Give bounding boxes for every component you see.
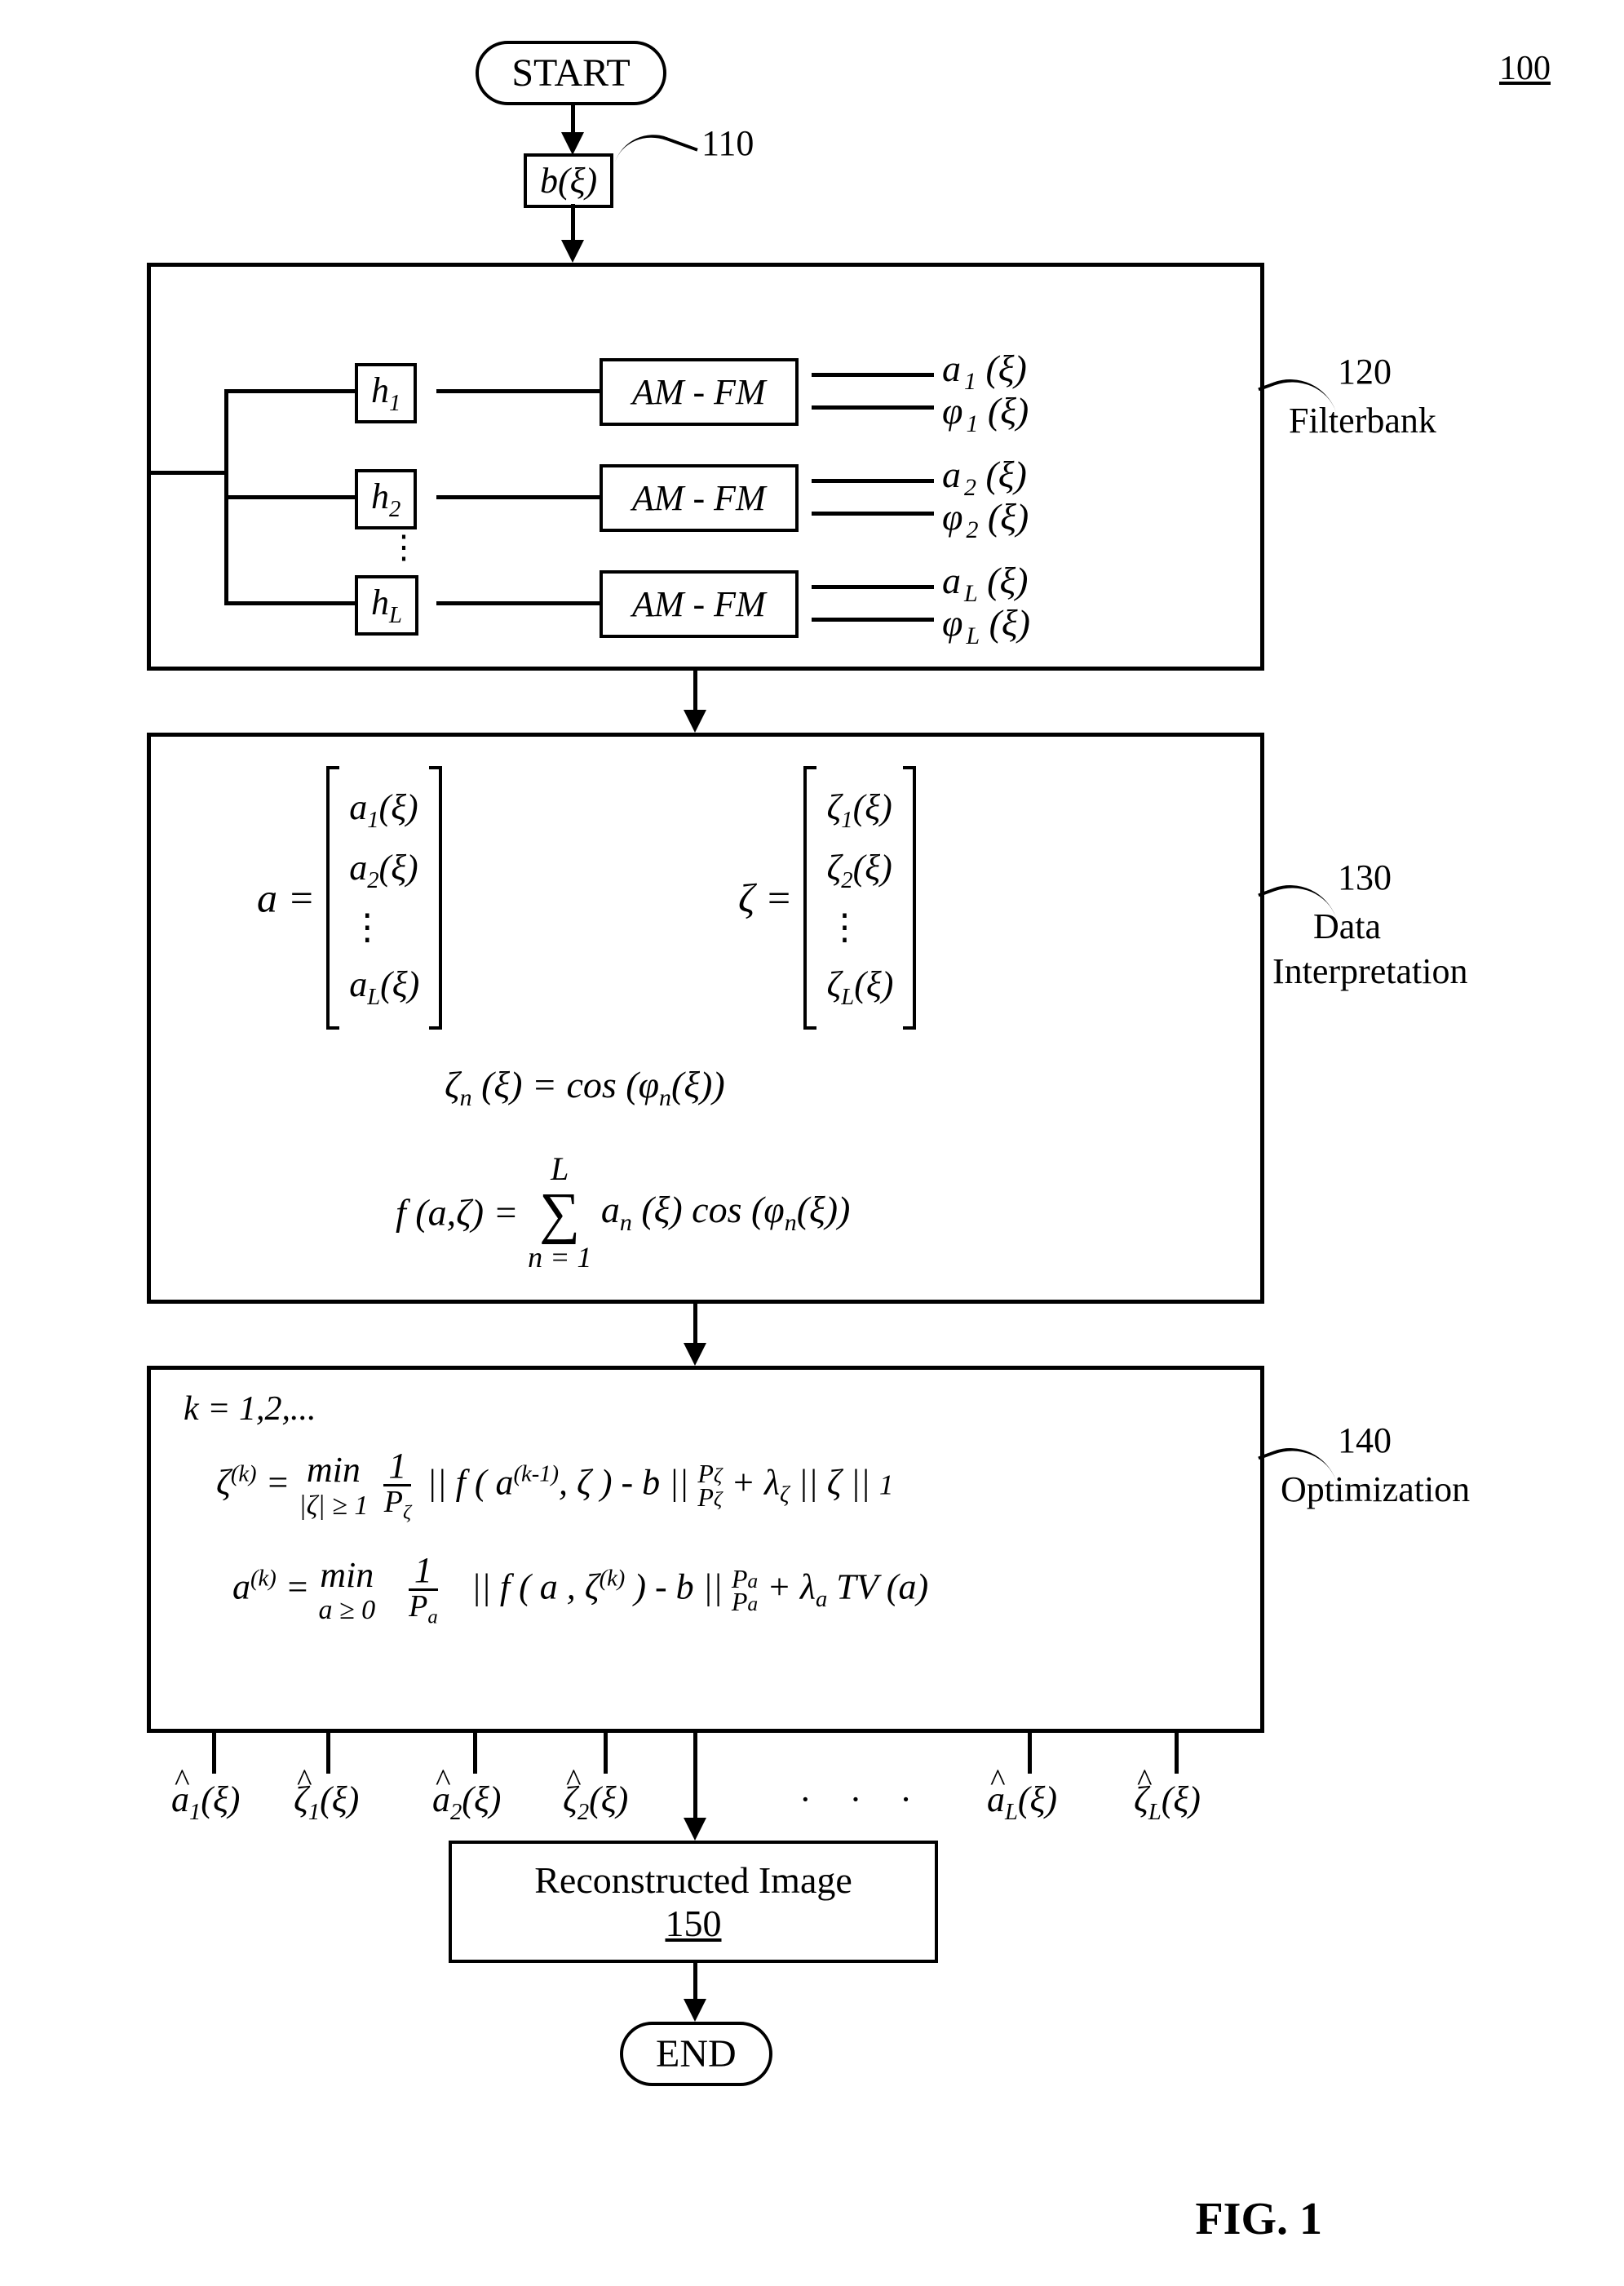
figure-label: FIG. 1 [1195, 2193, 1322, 2245]
connector [812, 373, 934, 377]
filter-h1: h1 [355, 363, 417, 423]
data-title1: Data [1313, 906, 1381, 947]
connector [212, 1733, 216, 1774]
reconstructed-number: 150 [467, 1902, 920, 1945]
eq-zeta-n: ζn (ξ) = cos (φn(ξ)) [445, 1063, 725, 1112]
connector [693, 671, 697, 715]
connector [1028, 1733, 1032, 1774]
connector [812, 618, 934, 622]
connector [693, 1304, 697, 1349]
callout-110: 110 [701, 122, 754, 164]
filterbank-panel: h1 AM - FM a1 (ξ) φ1 (ξ) h2 AM - FM a2 (… [147, 263, 1264, 671]
callout-120: 120 [1338, 351, 1392, 392]
amfm-box-2: AM - FM [600, 464, 799, 532]
arrow-icon [561, 132, 584, 155]
connector [1175, 1733, 1179, 1774]
sigma-icon: ∑ [539, 1182, 580, 1245]
connector [436, 389, 600, 393]
zeta-update: ζ(k) = min |ζ| ≥ 1 1 Pζ || f ( a(k-1), ζ… [216, 1448, 1228, 1523]
filter-h2: h2 [355, 469, 417, 529]
output-phi1: φ1 (ξ) [942, 389, 1029, 438]
optimization-panel: k = 1,2,... ζ(k) = min |ζ| ≥ 1 1 Pζ || f… [147, 1366, 1264, 1733]
vdots: ⋮ [387, 528, 420, 566]
connector [812, 585, 934, 589]
output-aL-hat: aL(ξ) [987, 1779, 1057, 1826]
arrow-icon [684, 1343, 706, 1366]
connector [326, 1733, 330, 1774]
input-label: b(ξ) [540, 161, 597, 201]
k-iter: k = 1,2,... [184, 1389, 1228, 1429]
output-dots: · · · [799, 1779, 927, 1820]
connector [436, 601, 600, 605]
connector [224, 389, 355, 393]
connector [812, 512, 934, 516]
callout-curve [615, 123, 698, 187]
connector [812, 479, 934, 483]
vector-zeta: ζ1(ξ) ζ2(ξ) ⋮ ζL(ξ) [826, 779, 893, 1017]
connector [151, 471, 224, 475]
start-terminal: START [476, 41, 666, 105]
filterbank-title: Filterbank [1289, 400, 1436, 441]
optimization-title: Optimization [1281, 1469, 1470, 1510]
output-zL-hat: ζL(ξ) [1134, 1779, 1201, 1826]
arrow-icon [561, 240, 584, 263]
connector [473, 1733, 477, 1774]
page-number: 100 [1499, 49, 1551, 88]
data-interpretation-panel: a = a1(ξ) a2(ξ) ⋮ aL(ξ) ζ = [147, 733, 1264, 1304]
reconstructed-title: Reconstructed Image [467, 1858, 920, 1902]
output-phiL: φL (ξ) [942, 601, 1030, 650]
amfm-box-1: AM - FM [600, 358, 799, 426]
output-z1-hat: ζ1(ξ) [294, 1779, 359, 1826]
arrow-icon [684, 710, 706, 733]
connector [224, 601, 355, 605]
output-phi2: φ2 (ξ) [942, 495, 1029, 544]
vector-a: a1(ξ) a2(ξ) ⋮ aL(ξ) [349, 779, 419, 1017]
zeta-equals: ζ = [738, 875, 792, 921]
a-update: a(k) = min a ≥ 0 1 Pa || f ( a , ζ(k) ) … [232, 1553, 1228, 1628]
connector [693, 1733, 697, 1823]
output-a2-hat: a2(ξ) [432, 1779, 501, 1826]
connector [571, 204, 575, 245]
callout-140: 140 [1338, 1420, 1392, 1461]
data-title2: Interpretation [1272, 950, 1467, 992]
connector [224, 495, 355, 499]
connector [436, 495, 600, 499]
connector [693, 1960, 697, 2005]
sum-lower: n = 1 [528, 1243, 591, 1272]
sum-upper: L [528, 1153, 591, 1185]
amfm-box-L: AM - FM [600, 570, 799, 638]
flowchart: START b(ξ) 110 h1 AM - FM a1 (ξ) φ1 (ξ) … [147, 41, 1493, 105]
filter-hL: hL [355, 575, 418, 636]
callout-130: 130 [1338, 857, 1392, 898]
arrow-icon [684, 1818, 706, 1841]
eq-f: f (a,ζ) = L ∑ n = 1 an (ξ) cos (φn(ξ)) [396, 1153, 850, 1272]
arrow-icon [684, 1999, 706, 2022]
output-z2-hat: ζ2(ξ) [563, 1779, 628, 1826]
output-a1-hat: a1(ξ) [171, 1779, 240, 1826]
connector [812, 405, 934, 410]
end-terminal: END [620, 2022, 772, 2086]
connector [604, 1733, 608, 1774]
input-box: b(ξ) [524, 153, 613, 208]
reconstructed-box: Reconstructed Image 150 [449, 1841, 938, 1963]
a-equals: a = [257, 875, 315, 921]
